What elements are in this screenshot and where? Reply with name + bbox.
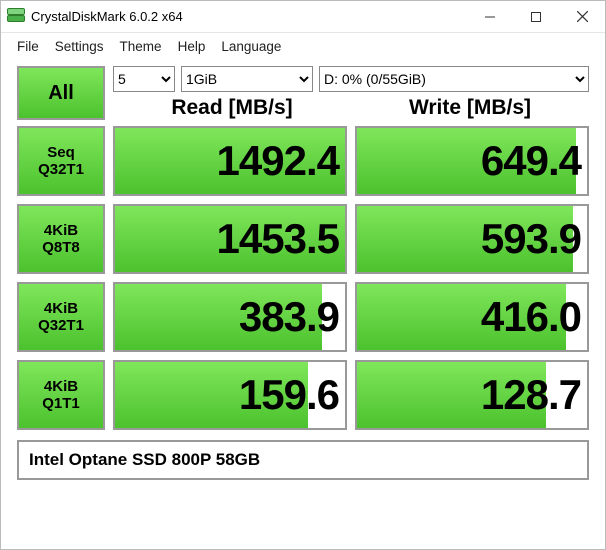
test-button-1[interactable]: 4KiBQ8T8	[17, 204, 105, 274]
menu-settings[interactable]: Settings	[49, 37, 110, 56]
menubar: File Settings Theme Help Language	[1, 33, 605, 62]
test-button-0[interactable]: SeqQ32T1	[17, 126, 105, 196]
close-button[interactable]	[559, 1, 605, 33]
test-label-1: 4KiB	[44, 222, 78, 239]
menu-help[interactable]: Help	[172, 37, 212, 56]
write-header: Write [MB/s]	[351, 96, 589, 120]
result-row: 4KiBQ8T81453.5593.9	[17, 204, 589, 274]
test-label-2: Q32T1	[38, 161, 84, 178]
drive-select[interactable]: D: 0% (0/55GiB)	[319, 66, 589, 92]
content-area: All 5 1GiB D: 0% (0/55GiB) Read [MB/s] W…	[1, 62, 605, 549]
read-value: 383.9	[115, 284, 345, 350]
maximize-button[interactable]	[513, 1, 559, 33]
test-button-3[interactable]: 4KiBQ1T1	[17, 360, 105, 430]
result-row: SeqQ32T11492.4649.4	[17, 126, 589, 196]
menu-language[interactable]: Language	[215, 37, 287, 56]
read-value-box: 1453.5	[113, 204, 347, 274]
test-label-1: 4KiB	[44, 378, 78, 395]
test-label-2: Q8T8	[42, 239, 80, 256]
window-title: CrystalDiskMark 6.0.2 x64	[31, 9, 183, 24]
write-value-box: 593.9	[355, 204, 589, 274]
write-value: 128.7	[357, 362, 587, 428]
write-value-box: 649.4	[355, 126, 589, 196]
menu-theme[interactable]: Theme	[114, 37, 168, 56]
titlebar: CrystalDiskMark 6.0.2 x64	[1, 1, 605, 33]
test-label-1: Seq	[47, 144, 75, 161]
write-value: 593.9	[357, 206, 587, 272]
read-header: Read [MB/s]	[113, 96, 351, 120]
read-value-box: 1492.4	[113, 126, 347, 196]
write-value-box: 128.7	[355, 360, 589, 430]
test-label-2: Q32T1	[38, 317, 84, 334]
test-count-select[interactable]: 5	[113, 66, 175, 92]
test-label-2: Q1T1	[42, 395, 80, 412]
write-value: 416.0	[357, 284, 587, 350]
write-value: 649.4	[357, 128, 587, 194]
all-button[interactable]: All	[17, 66, 105, 120]
result-row: 4KiBQ1T1159.6128.7	[17, 360, 589, 430]
app-icon	[7, 8, 25, 26]
minimize-button[interactable]	[467, 1, 513, 33]
write-value-box: 416.0	[355, 282, 589, 352]
column-headers: Read [MB/s] Write [MB/s]	[113, 96, 589, 120]
read-value: 159.6	[115, 362, 345, 428]
result-row: 4KiBQ32T1383.9416.0	[17, 282, 589, 352]
read-value-box: 159.6	[113, 360, 347, 430]
read-value: 1492.4	[115, 128, 345, 194]
test-size-select[interactable]: 1GiB	[181, 66, 313, 92]
test-label-1: 4KiB	[44, 300, 78, 317]
test-button-2[interactable]: 4KiBQ32T1	[17, 282, 105, 352]
read-value: 1453.5	[115, 206, 345, 272]
read-value-box: 383.9	[113, 282, 347, 352]
result-rows: SeqQ32T11492.4649.44KiBQ8T81453.5593.94K…	[17, 126, 589, 430]
app-window: CrystalDiskMark 6.0.2 x64 File Settings …	[0, 0, 606, 550]
menu-file[interactable]: File	[11, 37, 45, 56]
device-footer: Intel Optane SSD 800P 58GB	[17, 440, 589, 480]
